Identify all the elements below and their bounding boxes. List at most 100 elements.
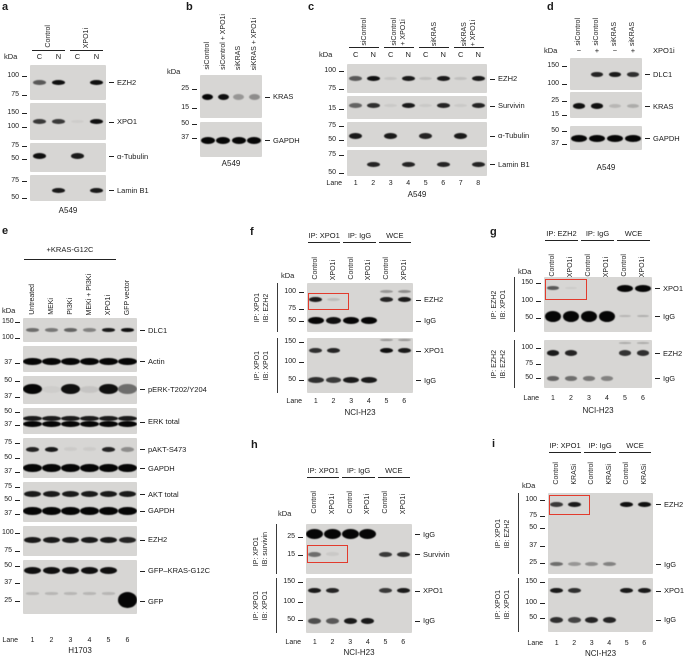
column-label: MEKi	[46, 261, 58, 315]
band-label: IgG	[423, 616, 436, 626]
protein-band	[636, 350, 650, 357]
protein-band	[23, 357, 42, 365]
protein-band	[61, 415, 80, 421]
band-label-tick	[645, 138, 650, 140]
highlight-box	[307, 544, 349, 563]
band-label: GAPDH	[653, 133, 680, 143]
kda-marker: 100	[2, 333, 14, 341]
marker-tick	[15, 582, 20, 584]
gel-blot	[306, 578, 412, 633]
marker-tick	[22, 112, 27, 114]
band-label: EZH2	[664, 499, 684, 509]
column-label-text: MEKi + PI3Ki	[85, 273, 93, 315]
lane-number: 1	[551, 395, 555, 402]
protein-band	[217, 93, 229, 100]
protein-band	[99, 506, 118, 515]
column-label-text: XPO1i	[329, 259, 337, 280]
marker-tick	[299, 308, 304, 310]
protein-band	[42, 491, 61, 497]
marker-tick	[15, 601, 20, 603]
marker-tick	[540, 515, 545, 517]
band-label-tick	[140, 494, 145, 495]
column-label: siControl	[202, 6, 214, 70]
panel-letter: c	[308, 1, 315, 13]
side-rule	[518, 578, 519, 632]
protein-band	[616, 284, 634, 292]
column-label-text: siKRAS	[235, 45, 243, 70]
protein-band	[42, 385, 61, 393]
marker-tick	[15, 472, 20, 473]
protein-band	[349, 103, 363, 109]
protein-band	[119, 536, 136, 543]
protein-band	[309, 348, 323, 354]
marker-tick	[15, 337, 20, 339]
lane-condition: +	[594, 46, 600, 55]
gel-blot	[23, 526, 137, 556]
band-label-tick	[140, 510, 145, 512]
group-rule	[419, 47, 449, 48]
band-label-tick	[655, 288, 660, 289]
kda-marker: 150	[525, 577, 537, 585]
protein-band	[44, 328, 59, 332]
band-label: GAPDH	[148, 463, 175, 473]
column-label-text: Control	[588, 462, 596, 485]
protein-band	[436, 103, 450, 109]
lane-number: 6	[441, 180, 446, 187]
protein-band	[248, 93, 260, 100]
group-header: IP: XPO1	[307, 466, 340, 478]
marker-tick	[562, 114, 567, 116]
gel-blot	[347, 122, 487, 147]
kda-marker: 37	[4, 468, 12, 475]
marker-tick	[536, 364, 541, 366]
lane-number: 1	[554, 640, 559, 647]
protein-band	[620, 501, 634, 507]
column-label-text: XPO1i	[328, 493, 336, 514]
kda-marker: 37	[4, 420, 12, 428]
protein-band	[634, 284, 652, 292]
protein-band	[99, 464, 118, 472]
protein-band	[343, 317, 359, 325]
group-header: WCE	[619, 441, 651, 453]
band-label: IgG	[424, 316, 437, 326]
column-label: XPO1i	[362, 480, 374, 514]
kda-marker: 50	[11, 193, 19, 201]
protein-band	[23, 464, 42, 472]
kda-label: kDa	[167, 67, 181, 76]
protein-band	[63, 592, 78, 595]
protein-band	[89, 187, 104, 193]
band-label: GAPDH	[148, 506, 175, 516]
band-label-tick	[140, 570, 145, 572]
kda-marker: 37	[4, 578, 12, 586]
protein-band	[309, 297, 323, 303]
marker-tick	[298, 581, 303, 583]
marker-tick	[562, 66, 567, 68]
gel-blot	[30, 65, 106, 100]
protein-band	[89, 79, 104, 85]
band-label: IgG	[423, 529, 436, 539]
marker-tick	[299, 362, 304, 364]
protein-band	[397, 338, 411, 341]
gel-blot	[570, 58, 642, 90]
protein-band	[324, 529, 341, 539]
marker-tick	[536, 347, 541, 349]
protein-band	[51, 119, 66, 124]
protein-band	[80, 506, 99, 515]
protein-band	[562, 310, 580, 322]
protein-band	[608, 71, 622, 77]
band-label-tick	[416, 320, 421, 322]
column-label-text: Control	[621, 254, 629, 277]
protein-band	[585, 562, 599, 567]
band-label: XPO1	[664, 586, 685, 596]
column-label-text: siKRAS	[629, 21, 637, 46]
protein-band	[618, 342, 632, 344]
column-label: Control	[309, 480, 321, 514]
column-label: siKRAS + XPO1i	[248, 6, 260, 70]
protein-band	[42, 464, 61, 472]
kda-marker: 50	[529, 523, 537, 531]
protein-band	[380, 297, 393, 303]
marker-tick	[339, 155, 344, 157]
marker-tick	[22, 159, 27, 161]
ip-ib-label: IP: EZH2 IB: EZH2	[487, 340, 511, 388]
column-label: siControl	[359, 8, 371, 46]
